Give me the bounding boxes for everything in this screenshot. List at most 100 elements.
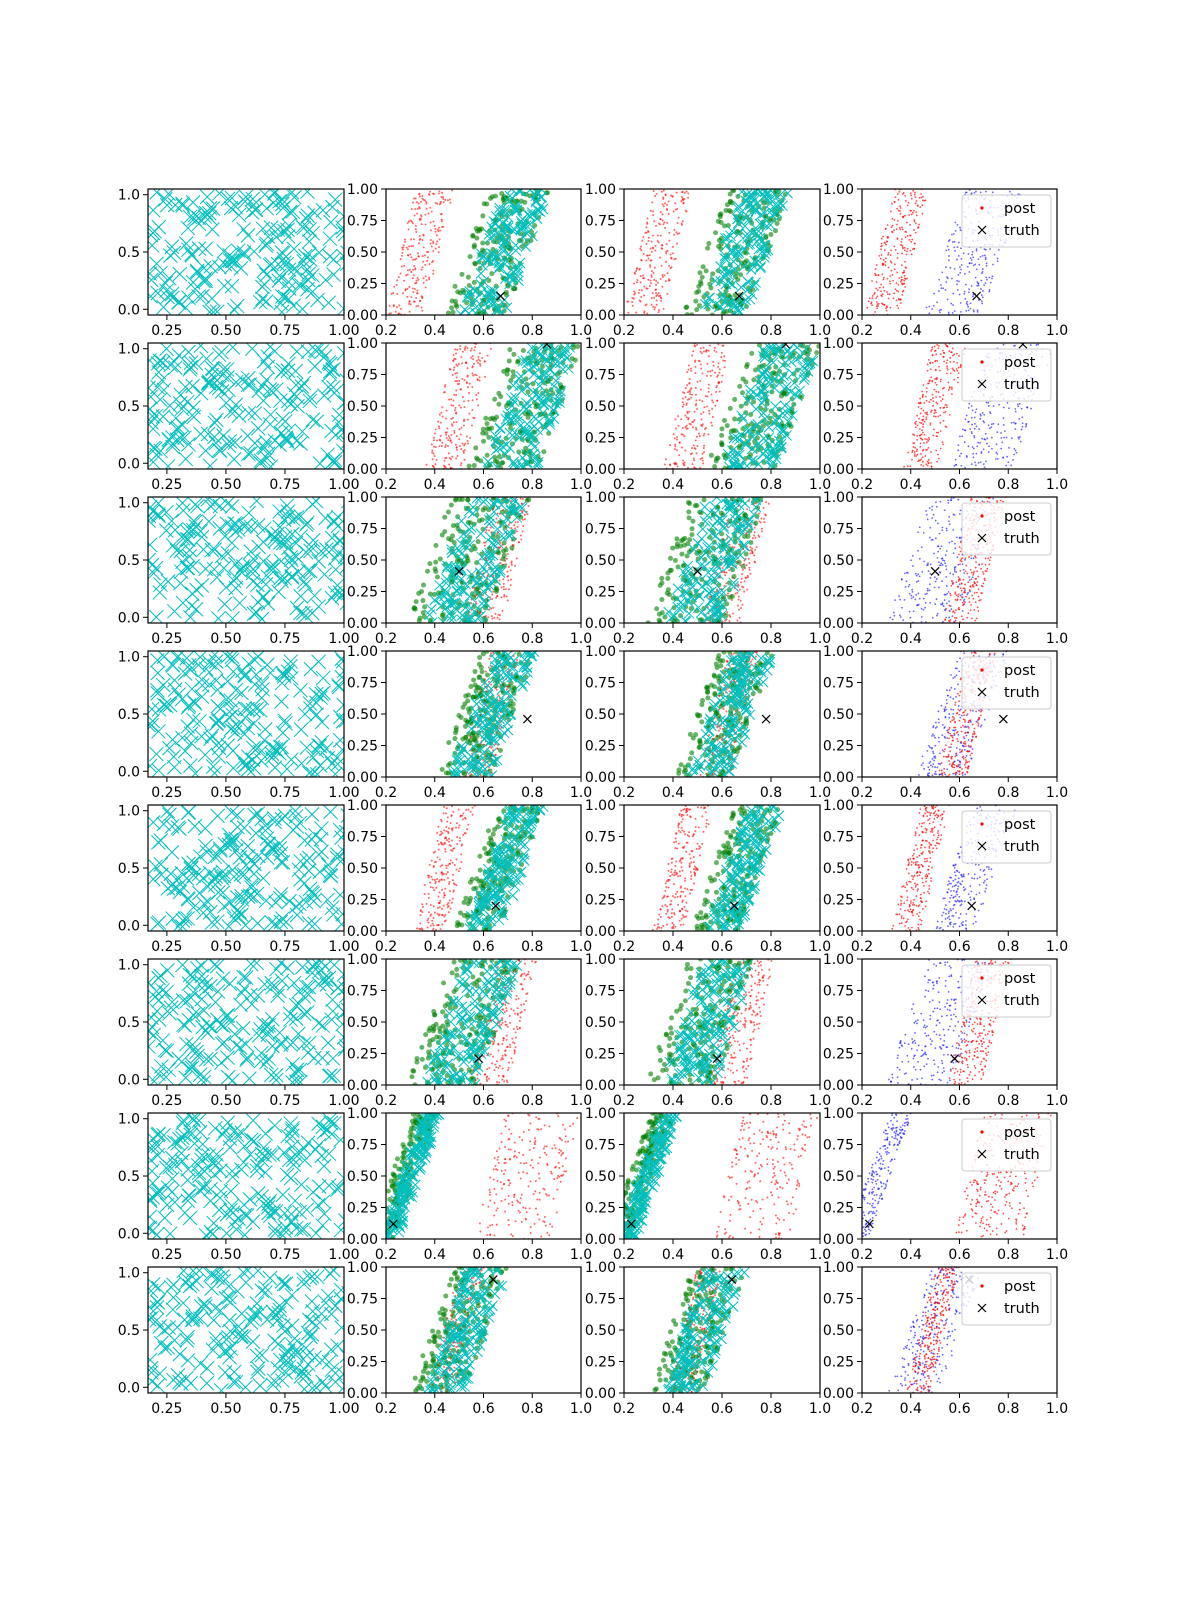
- post-point: [939, 369, 941, 372]
- gaussian-point: [700, 367, 703, 370]
- grid-marker: [326, 385, 342, 401]
- gaussian-point: [481, 356, 484, 359]
- gaussian-point: [459, 445, 462, 448]
- post-point: [919, 397, 922, 400]
- sample-marker: [424, 609, 435, 621]
- gaussian-point: [693, 419, 696, 422]
- grid-marker: [264, 527, 280, 542]
- gaussian-point: [662, 189, 665, 192]
- post-point: [935, 431, 938, 434]
- prior-point: [975, 268, 978, 271]
- gaussian-point: [420, 295, 423, 298]
- post-point: [885, 309, 888, 312]
- grid-marker: [249, 497, 265, 509]
- grid-marker: [307, 588, 322, 603]
- post-point: [903, 249, 906, 252]
- gaussian-point: [633, 282, 636, 285]
- prior-point: [979, 255, 982, 258]
- post-point: [937, 415, 940, 418]
- post-point: [958, 354, 960, 357]
- prior-point: [979, 461, 982, 463]
- post-point: [919, 446, 922, 448]
- scatter-points: [425, 343, 581, 469]
- grid-marker: [302, 563, 318, 579]
- sample-marker: [751, 236, 763, 247]
- post-point: [937, 391, 940, 394]
- kde-point: [689, 532, 695, 538]
- gaussian-point: [422, 260, 425, 263]
- sample-marker: [460, 578, 472, 590]
- gaussian-point: [458, 404, 461, 407]
- sample-marker: [505, 497, 517, 504]
- grid-marker: [231, 207, 247, 223]
- kde-point: [728, 445, 734, 451]
- sample-marker: [447, 597, 459, 609]
- grid-marker: [228, 570, 244, 586]
- post-point: [909, 465, 912, 468]
- sample-marker: [738, 261, 750, 272]
- sample-marker: [747, 191, 758, 203]
- gaussian-point: [444, 385, 447, 388]
- gaussian-point: [414, 197, 417, 200]
- grid-marker: [148, 389, 159, 405]
- gaussian-point: [406, 273, 409, 276]
- gaussian-point: [690, 393, 693, 396]
- gaussian-point: [648, 285, 651, 288]
- gaussian-point: [733, 546, 736, 549]
- gaussian-point: [639, 300, 642, 303]
- gaussian-point: [749, 552, 752, 555]
- gaussian-point: [458, 438, 461, 441]
- post-point: [912, 211, 914, 214]
- kde-point: [449, 305, 455, 311]
- sample-marker: [749, 455, 761, 467]
- post-point: [916, 434, 919, 437]
- kde-point: [480, 240, 486, 246]
- gaussian-point: [472, 362, 475, 365]
- gaussian-point: [438, 190, 441, 193]
- post-point: [946, 406, 948, 409]
- sample-marker: [500, 413, 512, 425]
- post-point: [948, 413, 951, 416]
- truth-marker: [1018, 343, 1028, 349]
- gaussian-point: [707, 390, 710, 393]
- post-point: [943, 352, 946, 354]
- gaussian-point: [408, 268, 411, 271]
- gaussian-point: [751, 537, 754, 540]
- post-point: [938, 345, 940, 347]
- grid-marker: [148, 609, 164, 623]
- grid-marker: [178, 300, 193, 315]
- prior-point: [955, 464, 958, 466]
- gaussian-point: [495, 596, 498, 599]
- sample-marker: [778, 370, 789, 381]
- grid-marker: [254, 378, 270, 394]
- prior-point: [974, 422, 976, 425]
- gaussian-point: [688, 422, 691, 425]
- kde-point: [493, 217, 499, 223]
- gaussian-point: [699, 347, 702, 350]
- post-point: [907, 451, 910, 454]
- prior-point: [928, 312, 931, 315]
- post-point: [885, 305, 888, 308]
- gaussian-point: [449, 201, 452, 204]
- post-point: [943, 386, 945, 389]
- grid-marker: [204, 291, 220, 306]
- post-point: [914, 191, 916, 194]
- sample-marker: [456, 515, 467, 527]
- kde-point: [710, 271, 716, 277]
- kde-point: [463, 545, 469, 551]
- post-point: [947, 389, 950, 391]
- gaussian-point: [495, 517, 498, 520]
- prior-point: [949, 266, 952, 269]
- kde-point: [504, 403, 510, 409]
- post-point: [921, 460, 924, 463]
- kde-point: [490, 415, 496, 421]
- post-point: [939, 414, 942, 417]
- grid-marker: [316, 388, 332, 403]
- gaussian-point: [427, 256, 430, 259]
- grid-marker: [258, 294, 274, 309]
- grid-marker: [209, 412, 224, 428]
- gaussian-point: [642, 252, 645, 255]
- sample-marker: [742, 211, 754, 222]
- legend-truth-marker: [977, 225, 987, 235]
- sample-marker: [548, 353, 560, 365]
